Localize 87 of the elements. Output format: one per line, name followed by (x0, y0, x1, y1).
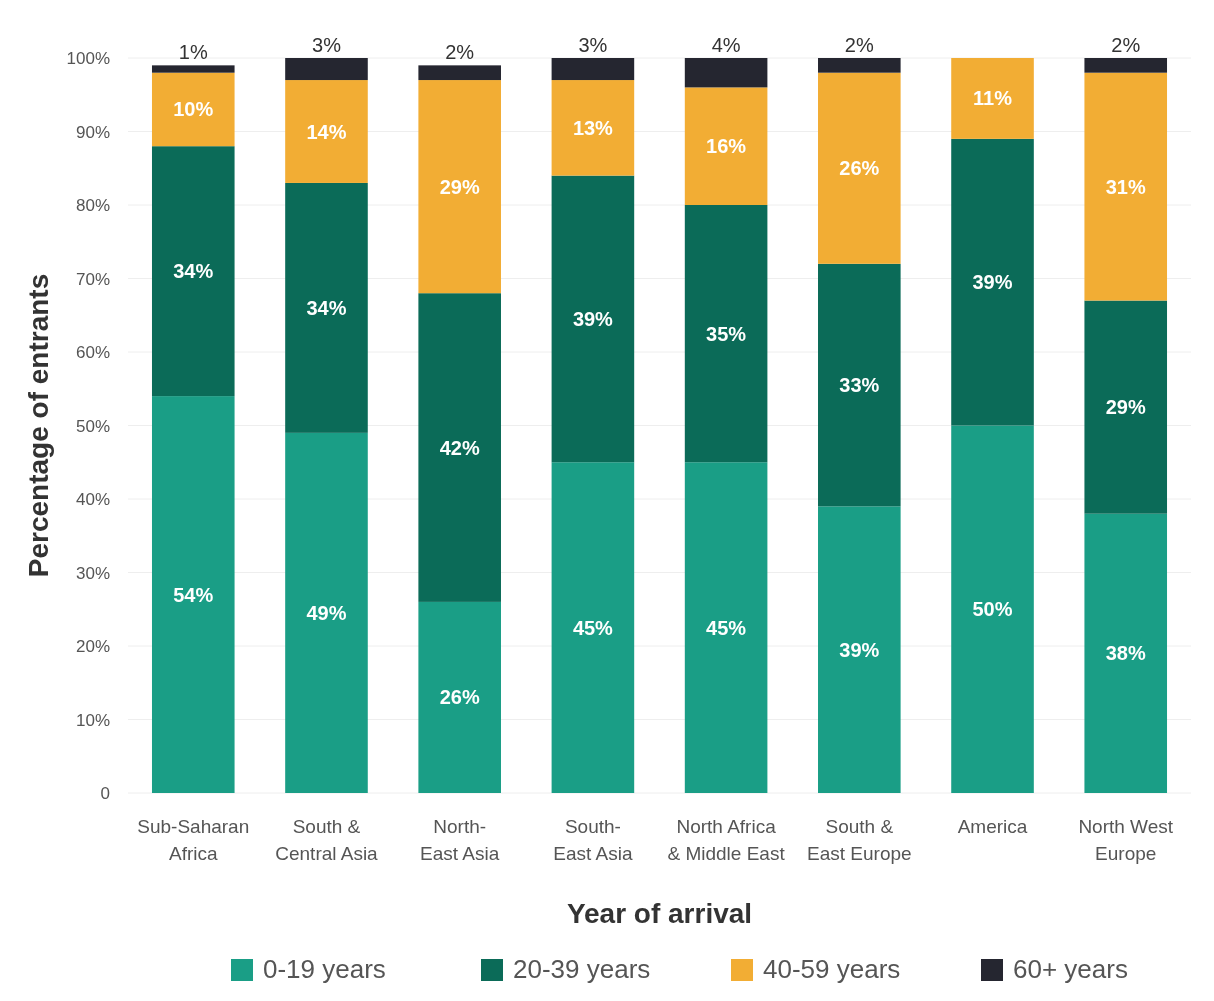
bar (818, 506, 901, 793)
data-label: 3% (578, 34, 608, 56)
bar (684, 462, 768, 793)
x-tick-label: South & Central Asia (275, 816, 379, 864)
y-tick-label: 30% (75, 563, 110, 583)
y-tick-label: 50% (75, 416, 110, 436)
x-tick-label: America (957, 816, 1028, 837)
y-tick-label: 0 (100, 784, 110, 803)
bar (551, 175, 635, 463)
bar (418, 293, 501, 602)
y-tick-label: 40% (75, 490, 110, 509)
data-label: 39% (972, 271, 1013, 294)
bar (684, 87, 768, 205)
bar (951, 425, 1034, 793)
data-label: 3% (312, 34, 342, 56)
bar (684, 205, 768, 463)
bar (151, 72, 235, 147)
bar (285, 58, 368, 81)
bar (551, 58, 635, 81)
bar (684, 58, 768, 88)
x-tick-label: North West Europe (1078, 816, 1174, 864)
data-label: 34% (306, 296, 347, 319)
y-tick-label: 80% (75, 196, 110, 215)
data-label: 10% (173, 98, 214, 121)
data-label: 29% (439, 175, 480, 198)
x-tick-label: South- East Asia (553, 816, 633, 864)
data-label: 45% (706, 616, 747, 639)
bar (285, 432, 368, 793)
data-label: 31% (1105, 175, 1146, 198)
x-tick-label: North- East Asia (420, 816, 500, 864)
bar (1084, 72, 1168, 301)
data-label: 13% (572, 116, 614, 139)
bar (1084, 513, 1168, 793)
bar (151, 396, 235, 793)
y-tick-label: 70% (75, 269, 110, 289)
data-label: 45% (572, 616, 614, 639)
data-label: 14% (306, 120, 347, 143)
bar (418, 80, 501, 294)
x-tick-label: North Africa & Middle East (667, 816, 786, 864)
y-axis-title: Percentage of entrants (23, 273, 54, 578)
legend-label: 60+ years (1013, 954, 1128, 984)
data-label: 16% (706, 135, 747, 158)
data-label: 34% (173, 260, 214, 283)
data-label: 4% (711, 34, 741, 56)
data-label: 42% (439, 436, 480, 459)
y-tick-label: 60% (75, 343, 110, 362)
data-label: 26% (439, 686, 480, 709)
data-label: 54% (173, 583, 214, 606)
bar (151, 65, 235, 73)
data-label: 49% (306, 601, 347, 624)
y-tick-label: 20% (75, 637, 110, 656)
bar (951, 138, 1034, 426)
bar (818, 58, 901, 73)
data-label: 29% (1105, 396, 1146, 419)
x-axis-title: Year of arrival (566, 898, 753, 929)
bar (285, 182, 368, 433)
data-label: 39% (839, 638, 880, 661)
data-label: 50% (972, 598, 1013, 621)
bar (285, 80, 368, 183)
data-label: 11% (973, 87, 1013, 110)
data-label: 38% (1105, 642, 1146, 665)
data-label: 2% (445, 41, 475, 64)
bar (551, 80, 635, 176)
y-tick-label: 10% (75, 710, 110, 730)
bar (818, 72, 901, 264)
bar (1084, 300, 1168, 514)
data-label: 33% (839, 374, 880, 397)
data-label: 35% (706, 322, 747, 345)
y-tick-label: 90% (75, 122, 110, 142)
bar (818, 263, 901, 507)
data-label: 39% (572, 307, 614, 330)
bar (551, 462, 635, 793)
bar (418, 65, 501, 81)
bar (418, 601, 501, 793)
bar (151, 146, 235, 397)
data-label: 2% (1111, 34, 1141, 56)
bar (951, 58, 1034, 139)
data-label: 1% (178, 41, 208, 64)
bar (1084, 58, 1168, 73)
legend-label: 40-59 years (763, 954, 901, 984)
data-label: 2% (844, 34, 874, 56)
x-tick-label: Sub-Saharan Africa (137, 816, 250, 864)
legend-label: 0-19 years (263, 954, 386, 984)
x-tick-label: South & East Europe (807, 816, 912, 864)
data-label: 26% (839, 157, 880, 180)
legend-label: 20-39 years (513, 954, 651, 984)
y-tick-label: 100% (66, 49, 110, 68)
